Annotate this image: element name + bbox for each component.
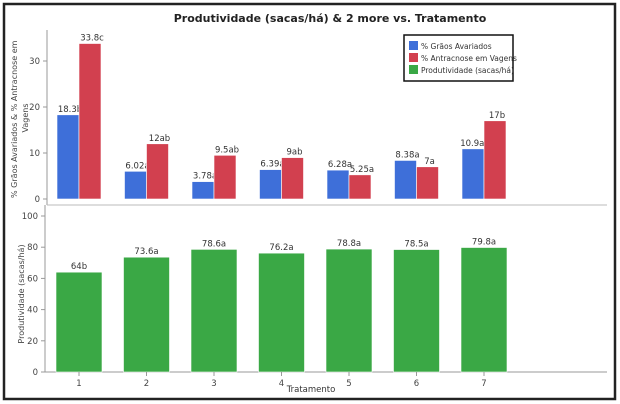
data-label: 6.02a [125,161,149,171]
bar-antracnose-3 [213,155,237,200]
data-label: 9.5ab [215,145,239,155]
data-label: 78.8a [337,239,361,249]
data-label: 78.5a [404,240,428,250]
bar-antracnose-6 [416,166,439,200]
y-tick-label: 0 [33,368,38,378]
y-tick-label: 20 [29,103,40,113]
data-label: 17b [489,111,505,121]
bar-graos-4 [259,169,282,200]
bar-antracnose-4 [281,157,304,200]
bottom-panel: 0 20 40 60 80 100 64b 73.6a 78.6a 76.2a 78.8a 78.5a… [22,205,607,389]
bottom-y-axis-label: Produtividade (sacas/há) [17,244,26,343]
y-tick-label: 30 [29,57,40,67]
top-y-axis-label: % Grãos Avariados & % Antracnose em Vage… [10,38,30,198]
y-tick-label: 20 [27,337,38,347]
bar-produtividade-6 [393,249,440,373]
x-tick-label: 1 [76,379,81,389]
bar-graos-5 [326,169,350,200]
data-label: 5.25a [350,165,374,175]
data-label: 79.8a [472,238,496,248]
data-label: 10.9ab [460,139,490,149]
bar-produtividade-1 [55,271,103,373]
data-label: 7a [424,157,435,167]
chart-title: Produtividade (sacas/há) & 2 more vs. Tr… [174,12,487,25]
x-tick-label: 6 [414,379,419,389]
data-label: 18.3b [58,105,82,115]
data-label: 73.6a [134,247,158,257]
y-tick-label: 40 [27,306,38,316]
bar-produtividade-4 [258,252,305,373]
top-panel: 0 10 20 30 18.3b 6.02a 3.78a 6.39a 6.28a 8.38a 10.… [29,30,607,206]
legend-swatch [409,65,418,74]
y-tick-label: 60 [27,274,38,284]
x-tick-label: 7 [481,379,486,389]
y-tick-label: 100 [22,212,38,222]
data-label: 3.78a [193,172,217,182]
bar-graos-7 [461,148,485,200]
x-tick-label: 2 [144,379,149,389]
bar-antracnose-1 [78,43,102,200]
y-tick-label: 0 [35,195,40,205]
bar-graos-2 [124,171,147,200]
bar-graos-1 [56,114,80,200]
bar-antracnose-5 [348,174,372,200]
data-label: 6.39a [260,160,284,170]
legend-swatch [409,53,418,62]
legend-swatch [409,41,418,50]
bar-antracnose-7 [483,120,507,200]
data-label: 6.28a [328,160,352,170]
bar-antracnose-2 [146,143,169,200]
bar-produtividade-5 [325,248,373,373]
y-tick-label: 80 [27,243,38,253]
bar-graos-6 [394,160,417,200]
data-label: 8.38a [395,150,419,160]
legend-box [403,34,514,82]
data-label: 33.8c [80,34,104,44]
bar-produtividade-3 [190,249,238,373]
x-tick-label: 4 [279,379,284,389]
data-label: 64b [71,262,87,272]
legend-entry: % Grãos Avariados [421,42,492,51]
x-tick-label: 3 [211,379,216,389]
data-label: 78.6a [202,239,226,249]
bar-produtividade-7 [460,247,508,373]
top-y-axis-label-line1: % Grãos Avariados & % Antracnose em [10,40,19,198]
data-label: 9ab [286,148,302,158]
x-tick-label: 5 [346,379,351,389]
top-y-axis-label-line2: Vagens [21,104,30,133]
data-label: 76.2a [269,243,293,253]
x-axis-label: Tratamento [286,385,336,395]
legend-entry: % Antracnose em Vagens [421,54,517,63]
bar-graos-3 [191,181,215,200]
bar-produtividade-2 [123,256,170,373]
legend-entry: Produtividade (sacas/há) [421,66,514,75]
data-label: 12ab [149,134,170,144]
legend: % Grãos Avariados % Antracnose em Vagens P… [403,34,517,82]
y-tick-label: 10 [29,149,40,159]
